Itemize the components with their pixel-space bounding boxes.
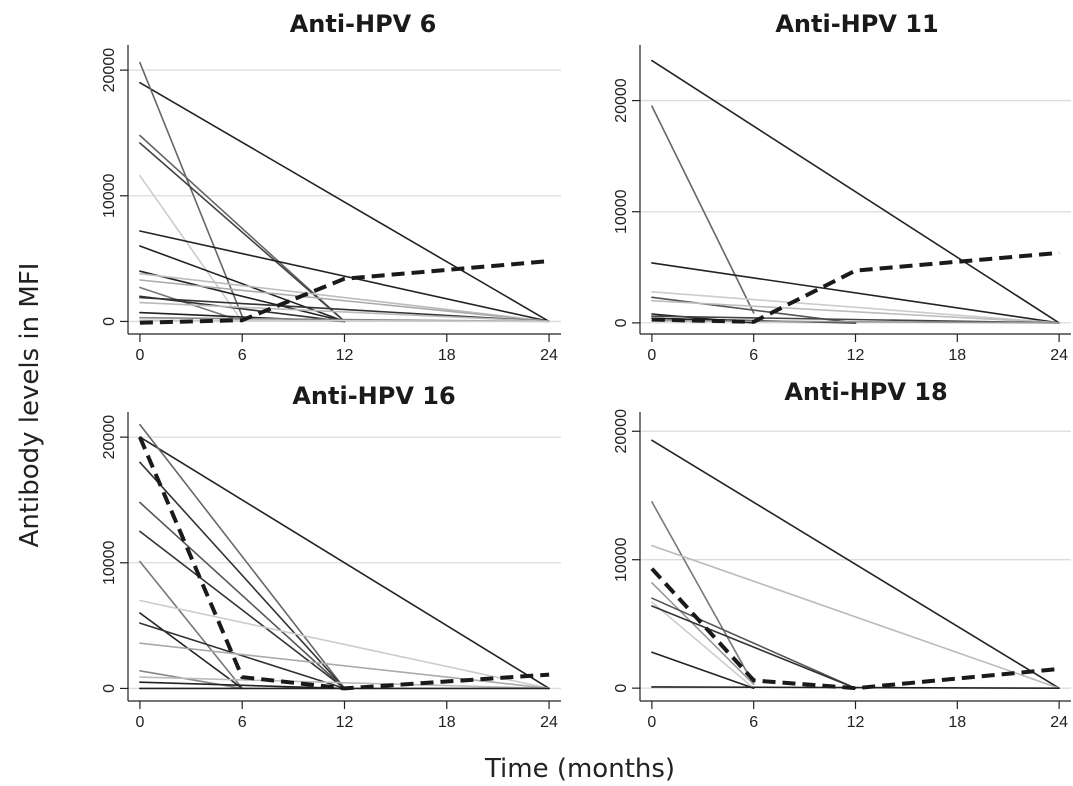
series-line — [139, 142, 346, 323]
panel-title-anti-hpv-6: Anti-HPV 6 — [290, 10, 437, 38]
panel-anti-hpv-16: Anti-HPV 16 0 6 12 18 24 0 10000 20000 — [101, 382, 561, 731]
x-tick-label: 0 — [647, 347, 656, 364]
x-axis-label: Time (months) — [484, 754, 675, 784]
series-line — [651, 601, 755, 690]
series-line — [651, 439, 1060, 690]
series-line — [139, 245, 346, 323]
series-line — [139, 599, 550, 690]
x-tick-label: 6 — [238, 714, 247, 731]
series-line — [651, 651, 755, 690]
y-tick-label: 10000 — [613, 537, 630, 582]
x-tick-label: 18 — [438, 714, 456, 731]
panel-anti-hpv-18: Anti-HPV 18 0 6 12 18 24 0 10000 20000 — [613, 378, 1071, 731]
y-tick-label: 10000 — [101, 540, 118, 585]
panel-anti-hpv-11: Anti-HPV 11 0 6 12 18 24 0 10000 20000 — [613, 10, 1071, 364]
x-tick-label: 24 — [540, 347, 558, 364]
series-line — [139, 461, 346, 690]
x-tick-label: 24 — [540, 714, 558, 731]
panel-anti-hpv-6: Anti-HPV 6 0 6 12 18 24 0 10000 20000 — [101, 10, 561, 364]
series-line — [139, 270, 346, 323]
x-tick-label: 6 — [238, 347, 247, 364]
series-line — [139, 61, 243, 318]
series-line — [139, 81, 550, 323]
series-line — [139, 612, 243, 690]
series-line — [139, 301, 550, 323]
y-tick-label: 0 — [101, 317, 118, 326]
series-line — [139, 622, 346, 690]
y-axis-label: Antibody levels in MFI — [15, 263, 45, 548]
series-line — [139, 174, 243, 323]
x-tick-label: 6 — [749, 347, 758, 364]
x-tick-label: 18 — [438, 347, 456, 364]
series-line — [651, 581, 755, 686]
panel-title-anti-hpv-11: Anti-HPV 11 — [775, 10, 938, 38]
series-line — [139, 436, 550, 690]
x-tick-label: 12 — [847, 714, 865, 731]
series-line — [651, 290, 1060, 324]
series-line — [651, 544, 1060, 690]
series-line — [651, 597, 857, 690]
series-line — [139, 681, 346, 690]
x-tick-label: 0 — [135, 714, 144, 731]
y-tick-label: 10000 — [613, 189, 630, 234]
series-line — [651, 59, 1060, 324]
series-line — [139, 501, 346, 690]
x-tick-label: 6 — [749, 714, 758, 731]
series-line — [651, 105, 755, 314]
y-tick-label: 0 — [101, 684, 118, 693]
series-line — [651, 262, 1060, 324]
series-line — [651, 501, 755, 686]
series-line — [139, 676, 550, 690]
series-line-mean — [138, 436, 550, 691]
series-line — [139, 560, 243, 690]
x-tick-label: 24 — [1050, 714, 1068, 731]
series-line — [651, 605, 857, 690]
series-line — [139, 230, 550, 323]
y-tick-label: 20000 — [101, 48, 118, 93]
panel-title-anti-hpv-16: Anti-HPV 16 — [292, 382, 455, 410]
series-line — [139, 423, 346, 690]
x-tick-label: 12 — [847, 347, 865, 364]
y-tick-label: 20000 — [613, 409, 630, 454]
x-tick-label: 18 — [948, 714, 966, 731]
series-line — [651, 686, 1060, 690]
y-tick-label: 20000 — [101, 415, 118, 460]
y-tick-label: 20000 — [613, 78, 630, 123]
x-tick-label: 24 — [1050, 347, 1068, 364]
x-tick-label: 12 — [336, 347, 354, 364]
panel-title-anti-hpv-18: Anti-HPV 18 — [784, 378, 947, 406]
x-tick-label: 18 — [948, 347, 966, 364]
y-tick-label: 0 — [613, 318, 630, 327]
series-line — [139, 296, 550, 323]
x-tick-label: 0 — [135, 347, 144, 364]
series-line — [139, 134, 346, 323]
y-tick-label: 0 — [613, 684, 630, 693]
x-tick-label: 0 — [647, 714, 656, 731]
y-tick-label: 10000 — [101, 173, 118, 218]
series-line — [651, 299, 1060, 324]
series-line — [139, 279, 550, 323]
series-line-mean — [650, 567, 1060, 691]
series-line — [139, 272, 550, 323]
x-tick-label: 12 — [336, 714, 354, 731]
series-line — [139, 530, 346, 690]
series-line-mean — [139, 259, 550, 325]
series-line — [139, 295, 346, 323]
series-line-mean — [651, 250, 1060, 324]
